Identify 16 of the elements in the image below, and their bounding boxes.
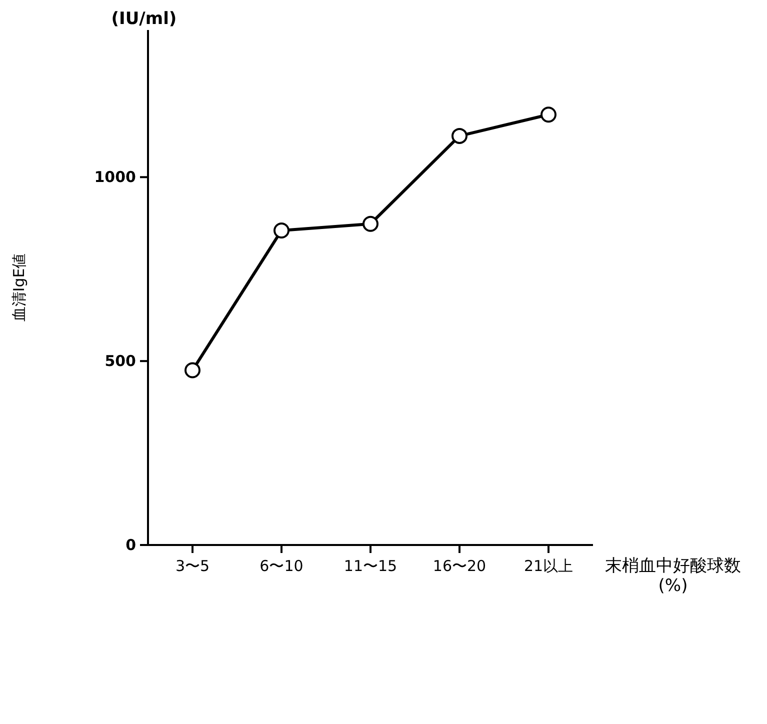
x-tick-label: 16〜20 bbox=[432, 557, 486, 575]
text: (IU/ml) bbox=[111, 9, 177, 29]
y-tick-label: 500 bbox=[104, 352, 136, 370]
y-tick-label: 0 bbox=[126, 536, 136, 554]
x-tick-label: 3〜5 bbox=[175, 557, 210, 575]
point bbox=[362, 216, 378, 232]
x-axis-title: 末梢血中好酸球数 (%) bbox=[605, 556, 741, 596]
x-tick-label: 11〜15 bbox=[344, 557, 398, 575]
point bbox=[452, 128, 468, 144]
point bbox=[274, 222, 290, 238]
y-tick-label: 1000 bbox=[94, 168, 136, 186]
x-tick-label: 21以上 bbox=[524, 557, 574, 575]
point bbox=[540, 106, 556, 123]
point bbox=[184, 362, 200, 378]
y-axis-title: 血清IgE値 bbox=[10, 253, 28, 322]
x-tick-label: 6〜10 bbox=[260, 557, 304, 575]
